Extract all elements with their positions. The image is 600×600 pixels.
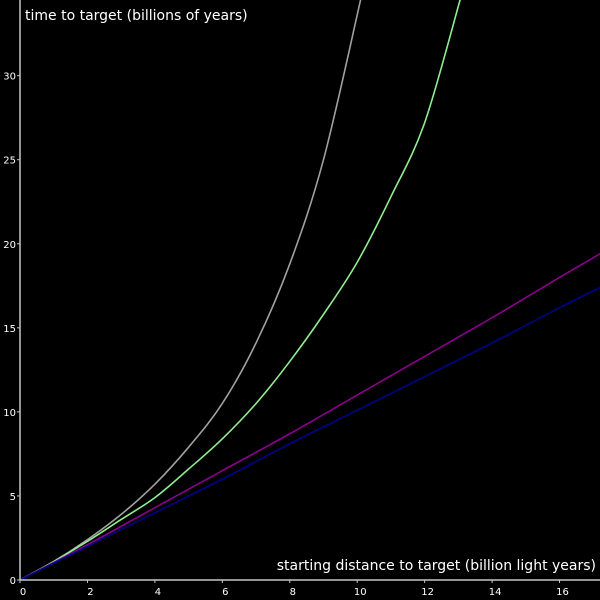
x-tick-label: 16 [556,587,569,598]
series-line-4 [19,286,600,581]
series-line-2 [19,0,461,581]
y-tick-label: 15 [3,324,16,335]
series-line-1 [19,0,362,581]
series-layer [19,0,600,581]
ticks-layer: 0 2 4 6 8 10 12 14 16 0 5 10 15 20 25 30 [3,72,569,598]
y-tick-label: 10 [3,408,16,419]
y-tick-label: 5 [10,492,16,503]
x-tick-label: 0 [20,587,26,598]
y-tick-label: 25 [3,156,16,167]
y-tick-label: 0 [10,576,16,587]
y-tick-label: 30 [3,72,16,83]
x-tick-label: 12 [421,587,434,598]
x-tick-label: 8 [290,587,296,598]
axes-layer [19,0,600,581]
x-tick-label: 14 [489,587,502,598]
x-tick-label: 6 [222,587,228,598]
y-tick-label: 20 [3,240,16,251]
x-tick-label: 2 [87,587,93,598]
x-tick-label: 10 [354,587,367,598]
x-tick-label: 4 [155,587,161,598]
series-line-3 [19,253,600,581]
y-axis-title: time to target (billions of years) [25,8,248,24]
x-axis-title: starting distance to target (billion lig… [277,558,596,574]
